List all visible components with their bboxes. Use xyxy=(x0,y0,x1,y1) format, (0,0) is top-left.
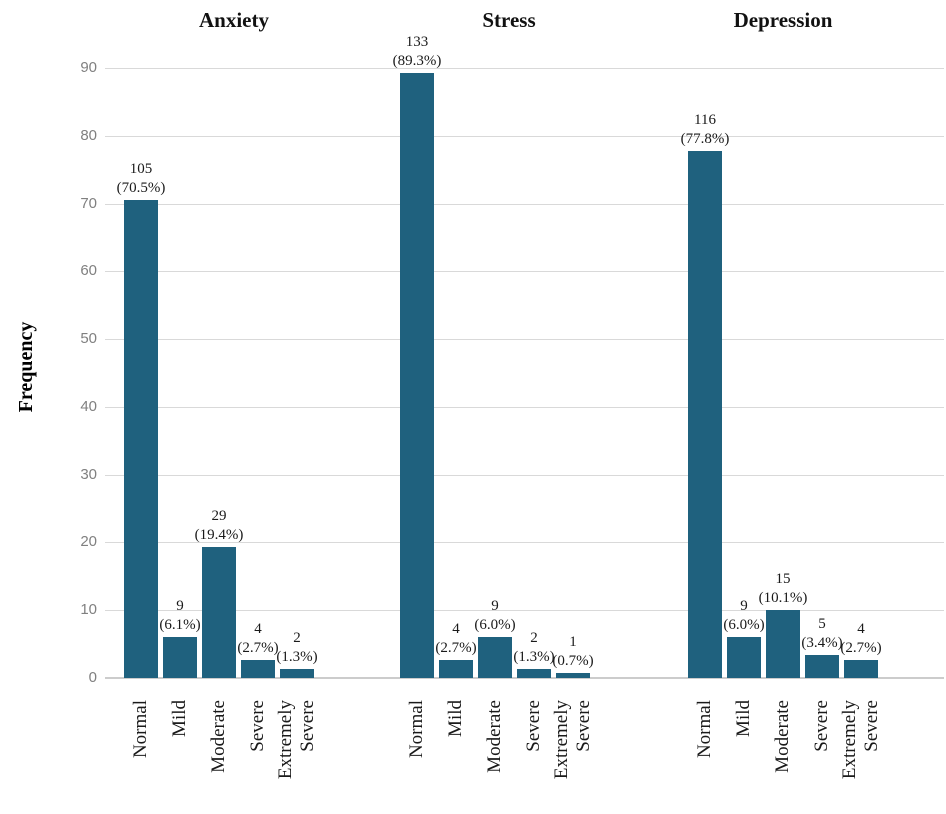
bar-stress-normal xyxy=(400,72,434,678)
gridline xyxy=(105,203,944,205)
y-tick-label: 10 xyxy=(80,601,97,619)
y-tick-label: 60 xyxy=(80,262,97,280)
bar-depression-extremely-severe xyxy=(844,659,878,678)
x-axis-line xyxy=(105,677,944,679)
y-tick-label: 30 xyxy=(80,465,97,483)
bar-value-label: 9 (6.0%) xyxy=(474,598,516,634)
bar-depression-moderate xyxy=(766,609,800,678)
bar-anxiety-severe xyxy=(241,659,275,678)
y-tick-label: 70 xyxy=(80,194,97,212)
bar-stress-severe xyxy=(517,669,551,678)
bar-value-label: 29 (19.4%) xyxy=(194,507,244,543)
bar-value-label: 116 (77.8%) xyxy=(680,111,730,147)
x-category-label: Extremely Severe xyxy=(551,700,594,780)
x-category-label: Moderate xyxy=(484,700,505,773)
bar-value-label: 4 (2.7%) xyxy=(237,620,279,656)
bar-stress-moderate xyxy=(478,637,512,678)
gridline xyxy=(105,474,944,476)
bar-value-label: 4 (2.7%) xyxy=(840,620,882,656)
y-tick-label: 50 xyxy=(80,330,97,348)
bar-value-label: 9 (6.0%) xyxy=(723,598,765,634)
bar-value-label: 5 (3.4%) xyxy=(801,615,843,651)
bar-depression-normal xyxy=(688,150,722,678)
bar-value-label: 4 (2.7%) xyxy=(435,620,477,656)
y-tick-label: 90 xyxy=(80,59,97,76)
x-category-label: Mild xyxy=(733,700,754,737)
bar-value-label: 9 (6.1%) xyxy=(159,597,201,633)
x-category-label: Moderate xyxy=(208,700,229,773)
y-tick-label: 40 xyxy=(80,397,97,415)
bar-anxiety-moderate xyxy=(202,546,236,678)
gridline xyxy=(105,610,944,612)
gridline xyxy=(105,542,944,544)
bar-value-label: 1 (0.7%) xyxy=(552,634,594,670)
group-title-depression: Depression xyxy=(733,8,833,32)
bar-value-label: 133 (89.3%) xyxy=(392,33,442,69)
y-axis-title: Frequency xyxy=(15,321,37,413)
bar-value-label: 105 (70.5%) xyxy=(116,161,166,197)
x-category-label: Normal xyxy=(130,700,151,759)
bar-depression-mild xyxy=(727,637,761,678)
group-title-stress: Stress xyxy=(482,8,536,32)
bar-value-label: 15 (10.1%) xyxy=(758,570,808,606)
gridline xyxy=(105,271,944,273)
x-category-label: Extremely Severe xyxy=(275,700,318,780)
bar-value-label: 2 (1.3%) xyxy=(276,630,318,666)
x-category-label: Severe xyxy=(811,700,832,752)
bar-value-label: 2 (1.3%) xyxy=(513,630,555,666)
x-category-label: Severe xyxy=(523,700,544,752)
y-tick-label: 80 xyxy=(80,126,97,144)
group-title-anxiety: Anxiety xyxy=(199,8,269,32)
bar-anxiety-extremely-severe xyxy=(280,669,314,678)
x-category-label: Severe xyxy=(247,700,268,752)
bar-anxiety-normal xyxy=(124,200,158,678)
x-category-label: Extremely Severe xyxy=(839,700,882,780)
x-category-label: Normal xyxy=(694,700,715,759)
x-category-label: Mild xyxy=(445,700,466,737)
gridline xyxy=(105,68,944,69)
y-tick-label: 0 xyxy=(88,669,97,686)
gridline xyxy=(105,406,944,408)
bar-stress-mild xyxy=(439,659,473,678)
y-tick-label: 20 xyxy=(80,533,97,551)
bar-anxiety-mild xyxy=(163,636,197,678)
bar-depression-severe xyxy=(805,654,839,678)
gridline xyxy=(105,339,944,341)
x-category-label: Mild xyxy=(169,700,190,737)
bar-stress-extremely-severe xyxy=(556,673,590,678)
x-category-label: Normal xyxy=(406,700,427,759)
x-category-label: Moderate xyxy=(772,700,793,773)
gridline xyxy=(105,135,944,137)
